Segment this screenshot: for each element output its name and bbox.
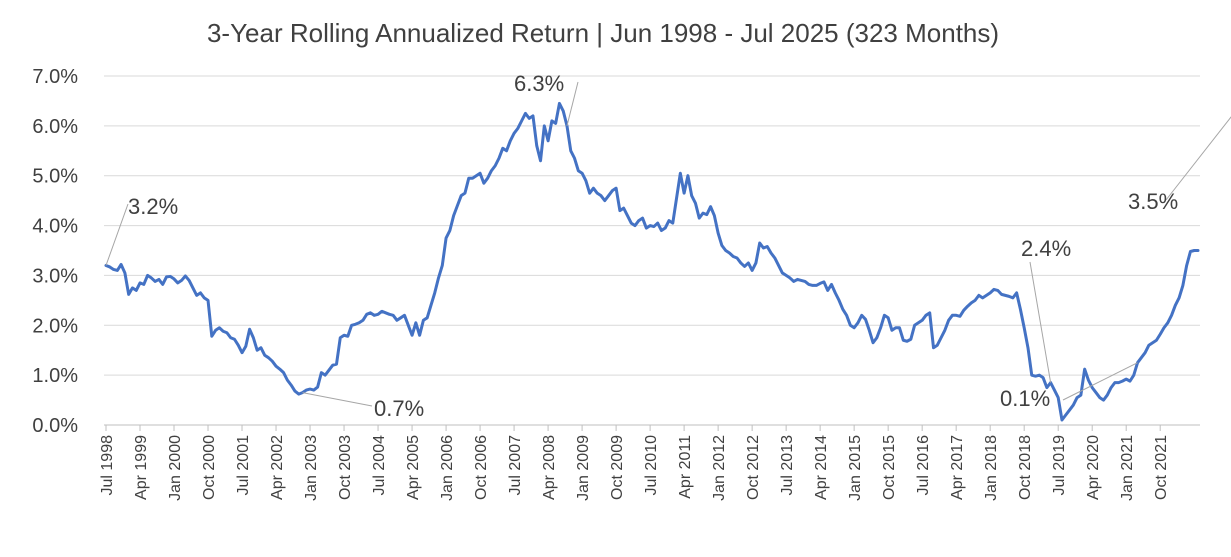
x-tick-label: Jul 2004 — [371, 435, 388, 496]
annotation-leader — [1029, 261, 1052, 383]
x-tick-label: Oct 2003 — [337, 435, 354, 500]
x-tick-label: Jul 2013 — [779, 435, 796, 496]
annotation-label: 0.7% — [374, 396, 424, 421]
x-tick-label: Oct 2015 — [881, 435, 898, 500]
y-axis: 0.0% 1.0% 2.0% 3.0% 4.0% 5.0% 6.0% 7.0% — [32, 66, 78, 437]
x-tick-label: Apr 2008 — [541, 435, 558, 500]
x-tick-label: Jan 2018 — [983, 435, 1000, 501]
x-tick-label: Apr 2014 — [813, 435, 830, 500]
x-tick-label: Jul 2016 — [915, 435, 932, 496]
chart-title: 3-Year Rolling Annualized Return | Jun 1… — [207, 18, 999, 48]
x-tick-label: Apr 2002 — [269, 435, 286, 500]
x-tick-label: Oct 2021 — [1153, 435, 1170, 500]
annotation-label: 0.1% — [1000, 386, 1050, 411]
series-line — [104, 101, 1200, 422]
y-tick-label: 0.0% — [32, 415, 78, 437]
x-tick-label: Oct 2006 — [473, 435, 490, 500]
x-tick-label: Apr 1999 — [133, 435, 150, 500]
annotation-leader — [105, 203, 129, 266]
x-tick-label: Oct 2018 — [1017, 435, 1034, 500]
y-tick-label: 7.0% — [32, 66, 78, 88]
x-tick-label: Jan 2012 — [711, 435, 728, 501]
x-tick-label: Apr 2020 — [1085, 435, 1102, 500]
annotations: 3.2% 0.7% 6.3% 2.4% 0.1% 3.5% — [105, 71, 1231, 421]
y-tick-label: 2.0% — [32, 315, 78, 337]
x-tick-label: Oct 2000 — [201, 435, 218, 500]
y-tick-label: 6.0% — [32, 116, 78, 138]
x-tick-label: Jul 2007 — [507, 435, 524, 496]
y-tick-label: 4.0% — [32, 216, 78, 238]
x-axis: Jul 1998 Apr 1999 Jan 2000 Oct 2000 Jul 2001… — [99, 424, 1200, 501]
x-tick-label: Jan 2000 — [167, 435, 184, 501]
y-tick-label: 5.0% — [32, 166, 78, 188]
y-tick-label: 3.0% — [32, 265, 78, 287]
annotation-label: 6.3% — [514, 71, 564, 96]
x-tick-label: Jan 2015 — [847, 435, 864, 501]
annotation-label: 2.4% — [1021, 236, 1071, 261]
annotation-leader — [1165, 116, 1231, 201]
series-layer — [104, 101, 1200, 422]
annotation-leader — [566, 81, 579, 126]
annotation-leader — [1062, 362, 1138, 401]
x-tick-label: Apr 2017 — [949, 435, 966, 500]
y-tick-label: 1.0% — [32, 365, 78, 387]
x-tick-label: Jan 2009 — [575, 435, 592, 501]
x-tick-label: Apr 2005 — [405, 435, 422, 500]
x-tick-label: Oct 2012 — [745, 435, 762, 500]
x-tick-label: Jul 2010 — [643, 435, 660, 496]
annotation-label: 3.5% — [1128, 189, 1178, 214]
x-tick-label: Apr 2011 — [677, 435, 694, 499]
annotation-leader — [302, 392, 373, 407]
x-tick-label: Oct 2009 — [609, 435, 626, 500]
x-tick-label: Jan 2003 — [303, 435, 320, 501]
annotation-label: 3.2% — [128, 194, 178, 219]
x-tick-label: Jul 1998 — [99, 435, 116, 496]
x-tick-label: Jul 2019 — [1051, 435, 1068, 496]
x-tick-label: Jan 2021 — [1119, 435, 1136, 501]
x-tick-label: Jul 2001 — [235, 435, 252, 496]
x-tick-label: Jan 2006 — [439, 435, 456, 501]
